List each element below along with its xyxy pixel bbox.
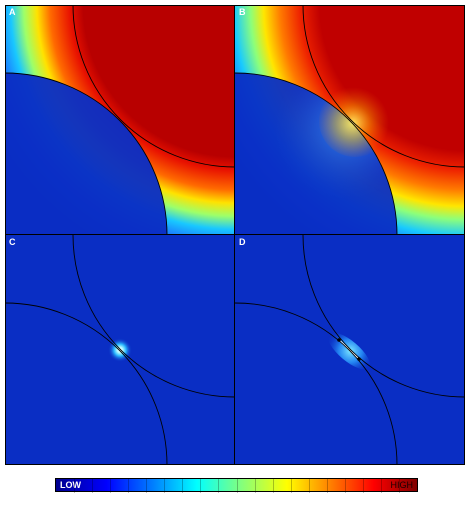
- panel-c-field: [5, 235, 235, 465]
- panel-d-label: D: [239, 237, 246, 247]
- colorbar-tick: [344, 479, 346, 493]
- panel-a-label: A: [9, 7, 16, 17]
- colorbar-tick: [290, 479, 292, 493]
- colorbar-tick: [128, 479, 130, 493]
- colorbar-tick: [218, 479, 220, 493]
- colorbar-tick: [398, 479, 400, 493]
- divider-vertical: [234, 5, 235, 465]
- arc-upper-right: [302, 235, 465, 398]
- panel-b-label: B: [239, 7, 246, 17]
- panel-a-field: [5, 5, 235, 235]
- colorbar-tick: [200, 479, 202, 493]
- colorbar-tick: [92, 479, 94, 493]
- colorbar-tick: [164, 479, 166, 493]
- panel-a: A: [5, 5, 235, 235]
- arc-upper-right: [72, 235, 235, 398]
- colorbar-high-label: HIGH: [390, 480, 414, 490]
- arc-upper-right: [302, 5, 465, 168]
- arc-lower-left: [5, 302, 168, 465]
- colorbar-tick: [236, 479, 238, 493]
- colorbar-tick: [254, 479, 256, 493]
- colorbar-tick: [308, 479, 310, 493]
- panel-b: B: [235, 5, 465, 235]
- colorbar-tick: [146, 479, 148, 493]
- arc-upper-right: [72, 5, 235, 168]
- panel-c-label: C: [9, 237, 16, 247]
- arc-lower-left: [5, 72, 168, 235]
- arc-lower-left: [235, 72, 398, 235]
- panel-b-field: [235, 5, 465, 235]
- colorbar-tick: [110, 479, 112, 493]
- colorbar-low-label: LOW: [60, 480, 81, 490]
- colorbar-tick: [326, 479, 328, 493]
- panel-d: D: [235, 235, 465, 465]
- colorbar-tick: [74, 479, 76, 493]
- colorbar-tick: [272, 479, 274, 493]
- colorbar-tick: [380, 479, 382, 493]
- colorbar: LOW HIGH: [55, 478, 418, 493]
- colorbar-tick: [182, 479, 184, 493]
- divider-horizontal: [5, 234, 465, 235]
- colorbar-tick: [362, 479, 364, 493]
- panel-d-field: [235, 235, 465, 465]
- panel-c: C: [5, 235, 235, 465]
- arc-lower-left: [235, 302, 398, 465]
